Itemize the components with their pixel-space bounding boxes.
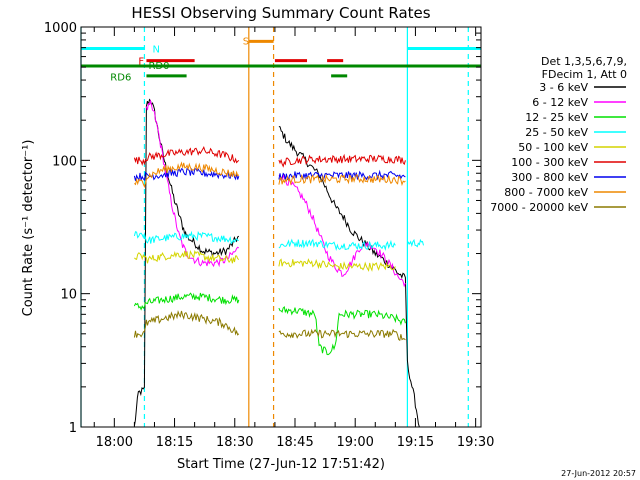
chart-title: HESSI Observing Summary Count Rates xyxy=(131,4,430,22)
x-tick-label: 18:15 xyxy=(156,435,193,450)
legend-label: 7000 - 20000 keV xyxy=(490,201,588,214)
legend: Det 1,3,5,6,7,9,FDecim 1, Att 03 - 6 keV… xyxy=(490,55,627,214)
flag-label-rd6: RD6 xyxy=(110,73,131,84)
legend-label: 100 - 300 keV xyxy=(511,156,588,169)
y-tick-label: 1 xyxy=(69,421,77,436)
series-line-4-0 xyxy=(134,249,240,264)
series-line-2-1 xyxy=(278,306,406,356)
flag-label-rd0: RD0 xyxy=(148,61,169,72)
series-line-4-1 xyxy=(278,258,396,272)
series-line-0-1 xyxy=(278,126,420,427)
x-tick-label: 18:00 xyxy=(96,435,133,450)
x-tick-label: 18:30 xyxy=(216,435,253,450)
legend-label: 6 - 12 keV xyxy=(532,96,588,109)
series-line-5-0 xyxy=(133,146,240,166)
flag-label-n: N xyxy=(152,44,159,55)
series-line-8-0 xyxy=(133,309,240,338)
series-line-1-1 xyxy=(278,172,406,288)
y-axis-label: Count Rate (s⁻¹ detector⁻¹) xyxy=(21,140,36,317)
plot-area: NF RD0 RD6 S 1 10 100 1000 18:00 18:15 18:30 18:45 1… xyxy=(44,21,494,450)
x-tick-label: 19:00 xyxy=(336,435,373,450)
x-tick-label: 19:15 xyxy=(397,435,434,450)
legend-header: Det 1,3,5,6,7,9, xyxy=(541,55,627,68)
y-tick-label: 100 xyxy=(52,154,77,169)
y-tick-label: 1000 xyxy=(44,21,77,36)
legend-label: 25 - 50 keV xyxy=(525,126,588,139)
footer-date: 27-Jun-2012 20:57 xyxy=(561,469,636,478)
legend-label: 3 - 6 keV xyxy=(539,81,588,94)
series-line-7-0 xyxy=(134,161,240,188)
series-line-2-0 xyxy=(133,292,240,311)
plot-frame xyxy=(80,26,482,428)
legend-label: 800 - 7000 keV xyxy=(504,186,588,199)
series-line-3-1 xyxy=(278,238,396,252)
legend-label: 12 - 25 keV xyxy=(525,111,588,124)
series-line-3-2 xyxy=(406,238,424,248)
series-line-5-1 xyxy=(278,153,406,168)
legend-label: 50 - 100 keV xyxy=(518,141,588,154)
legend-header: FDecim 1, Att 0 xyxy=(542,68,627,81)
x-tick-label: 18:45 xyxy=(276,435,313,450)
x-tick-label: 19:30 xyxy=(457,435,494,450)
y-tick-label: 10 xyxy=(60,288,77,303)
legend-label: 300 - 800 keV xyxy=(511,171,588,184)
flag-label-s: S xyxy=(243,37,249,48)
series-line-7-1 xyxy=(278,173,406,187)
series-line-6-1 xyxy=(278,169,406,181)
series-line-8-1 xyxy=(278,328,406,342)
series-line-3-0 xyxy=(133,230,240,245)
x-axis-label: Start Time (27-Jun-12 17:51:42) xyxy=(177,457,385,472)
flag-label-f: F xyxy=(138,57,144,68)
